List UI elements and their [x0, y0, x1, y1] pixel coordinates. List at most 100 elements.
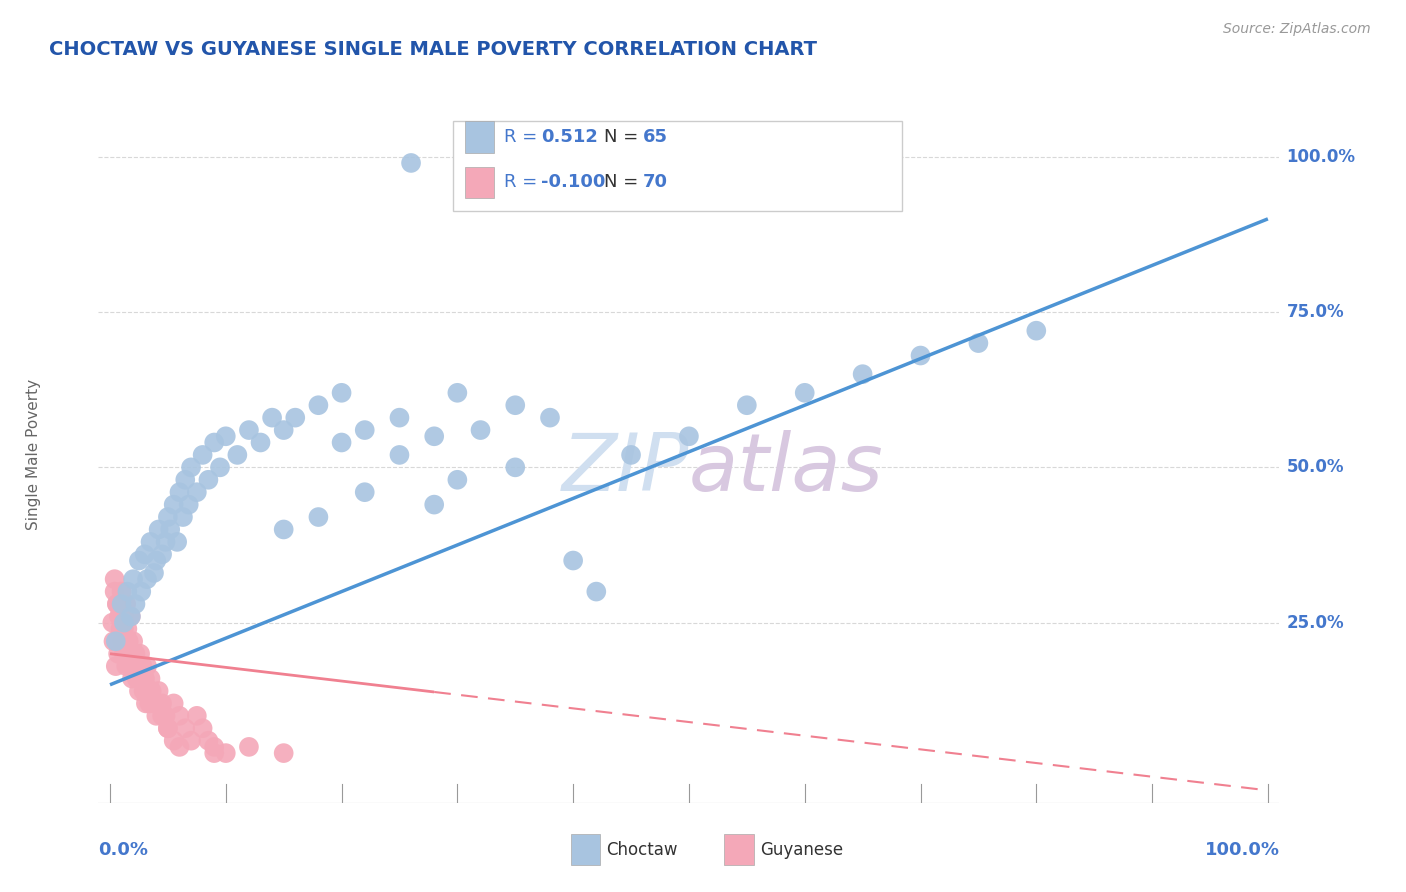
Point	[105, 597, 128, 611]
Point	[117, 634, 139, 648]
Point	[353, 423, 375, 437]
Point	[115, 597, 138, 611]
Point	[330, 385, 353, 400]
Point	[197, 473, 219, 487]
Point	[112, 615, 135, 630]
Point	[191, 448, 214, 462]
Text: atlas: atlas	[689, 430, 884, 508]
Point	[156, 510, 179, 524]
Text: 70: 70	[643, 173, 668, 191]
Point	[226, 448, 249, 462]
Text: R =: R =	[503, 173, 543, 191]
Point	[156, 721, 179, 735]
Point	[104, 584, 127, 599]
Text: 65: 65	[643, 128, 668, 146]
Point	[155, 708, 177, 723]
Point	[134, 547, 156, 561]
Point	[620, 448, 643, 462]
Point	[186, 485, 208, 500]
Point	[117, 584, 139, 599]
Point	[104, 572, 127, 586]
Point	[125, 672, 148, 686]
Point	[735, 398, 758, 412]
Text: Choctaw: Choctaw	[606, 840, 678, 859]
Point	[136, 684, 159, 698]
Point	[180, 733, 202, 747]
Point	[127, 659, 149, 673]
Point	[117, 634, 139, 648]
Point	[202, 739, 225, 754]
Point	[145, 708, 167, 723]
Point	[122, 634, 145, 648]
Point	[208, 460, 231, 475]
Point	[215, 429, 238, 443]
Point	[262, 410, 284, 425]
Point	[238, 739, 260, 754]
Point	[492, 156, 515, 170]
Text: 50.0%: 50.0%	[1286, 458, 1344, 476]
Point	[128, 553, 150, 567]
Point	[136, 659, 159, 673]
Point	[132, 684, 155, 698]
Text: 100.0%: 100.0%	[1205, 841, 1279, 859]
Point	[174, 473, 197, 487]
Point	[124, 647, 146, 661]
Point	[134, 672, 156, 686]
Text: 100.0%: 100.0%	[1286, 148, 1355, 166]
Point	[388, 410, 411, 425]
Point	[191, 721, 214, 735]
Point	[307, 510, 329, 524]
Point	[138, 697, 160, 711]
Point	[141, 684, 163, 698]
Point	[115, 659, 138, 673]
Point	[122, 647, 145, 661]
Point	[399, 156, 422, 170]
Point	[238, 423, 260, 437]
Point	[110, 597, 132, 611]
Point	[197, 733, 219, 747]
Point	[124, 659, 146, 673]
Point	[273, 423, 295, 437]
Point	[388, 448, 411, 462]
Text: 25.0%: 25.0%	[1286, 614, 1344, 632]
Point	[121, 672, 143, 686]
Point	[967, 336, 990, 351]
Point	[150, 697, 173, 711]
Point	[169, 739, 191, 754]
Point	[562, 553, 585, 567]
Text: R =: R =	[503, 128, 543, 146]
Point	[135, 697, 157, 711]
Point	[145, 697, 167, 711]
Point	[105, 597, 128, 611]
Point	[117, 622, 139, 636]
Point	[159, 523, 181, 537]
Point	[131, 659, 153, 673]
Point	[129, 584, 152, 599]
Text: Source: ZipAtlas.com: Source: ZipAtlas.com	[1223, 22, 1371, 37]
Text: N =: N =	[605, 173, 644, 191]
Text: N =: N =	[605, 128, 644, 146]
Point	[150, 547, 173, 561]
Point	[172, 510, 194, 524]
Point	[128, 659, 150, 673]
Point	[423, 429, 446, 443]
Point	[538, 410, 561, 425]
Point	[1025, 324, 1047, 338]
Point	[446, 473, 468, 487]
Text: 75.0%: 75.0%	[1286, 303, 1344, 321]
Text: Guyanese: Guyanese	[759, 840, 844, 859]
Point	[103, 634, 125, 648]
Text: 0.0%: 0.0%	[98, 841, 149, 859]
Point	[139, 672, 162, 686]
Point	[120, 609, 142, 624]
Point	[134, 672, 156, 686]
Point	[124, 597, 146, 611]
Point	[330, 435, 353, 450]
Point	[174, 721, 197, 735]
Point	[139, 684, 162, 698]
Text: CHOCTAW VS GUYANESE SINGLE MALE POVERTY CORRELATION CHART: CHOCTAW VS GUYANESE SINGLE MALE POVERTY …	[49, 40, 817, 59]
Point	[215, 746, 238, 760]
Point	[110, 634, 132, 648]
Point	[503, 398, 526, 412]
Point	[118, 659, 141, 673]
